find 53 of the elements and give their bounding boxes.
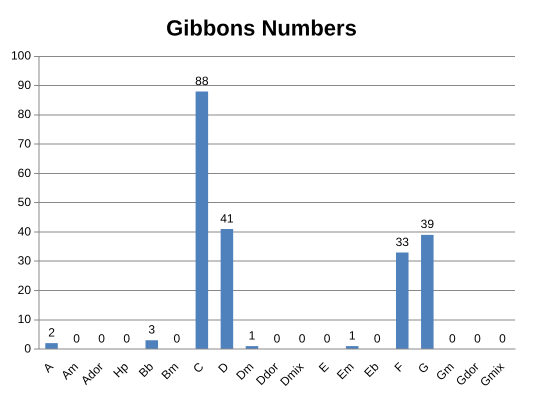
y-tick-label: 100 — [10, 48, 32, 63]
bar — [346, 346, 358, 349]
y-tick-label: 50 — [18, 195, 32, 210]
chart-title: Gibbons Numbers — [166, 15, 357, 40]
data-label: 41 — [220, 211, 234, 226]
data-label: 1 — [248, 328, 256, 342]
x-tick-label: Dm — [233, 360, 256, 383]
data-label: 0 — [123, 331, 130, 346]
x-tick-label: Eb — [361, 359, 382, 380]
data-label: 0 — [173, 331, 180, 346]
x-tick-label: C — [190, 359, 207, 376]
y-tick-label: 10 — [18, 312, 32, 326]
x-tick-label: F — [392, 360, 407, 375]
x-tick-label: Am — [58, 360, 82, 382]
y-tick-label: 40 — [18, 224, 32, 238]
y-tick-label: 90 — [18, 78, 32, 92]
data-label: 0 — [98, 331, 106, 346]
y-tick-label: 0 — [24, 341, 32, 356]
x-tick-label: D — [215, 359, 232, 376]
data-label: 0 — [449, 331, 456, 346]
bar — [145, 340, 158, 349]
data-label: 0 — [298, 331, 306, 346]
y-tick-label: 30 — [18, 254, 32, 268]
data-label: 0 — [274, 331, 281, 346]
y-tick-label: 70 — [18, 136, 32, 150]
data-label: 0 — [73, 331, 80, 346]
x-tick-label: A — [40, 360, 56, 376]
y-tick-label: 60 — [18, 166, 32, 180]
y-tick-label: 20 — [18, 282, 32, 297]
data-label: 3 — [148, 322, 156, 337]
data-label: 88 — [195, 74, 209, 88]
bar — [421, 234, 434, 349]
data-label: 0 — [499, 331, 506, 346]
y-tick-label: 80 — [18, 107, 32, 122]
bar — [220, 229, 234, 349]
data-label: 33 — [396, 234, 410, 249]
x-tick-label: Bm — [158, 360, 182, 382]
x-tick-label: Em — [334, 360, 357, 382]
x-tick-label: Hp — [110, 359, 132, 380]
bar — [246, 346, 258, 349]
data-label: 0 — [474, 331, 482, 346]
bar — [196, 92, 208, 349]
x-tick-label: Gm — [433, 360, 457, 384]
data-label: 2 — [48, 325, 56, 340]
bar — [45, 343, 58, 349]
bar — [396, 252, 409, 349]
data-label: 0 — [324, 331, 331, 346]
data-label: 0 — [374, 331, 381, 346]
x-tick-label: G — [415, 360, 432, 376]
x-tick-label: E — [316, 360, 332, 376]
x-tick-label: Bb — [136, 359, 156, 380]
data-label: 39 — [420, 217, 434, 232]
data-label: 1 — [348, 328, 356, 342]
